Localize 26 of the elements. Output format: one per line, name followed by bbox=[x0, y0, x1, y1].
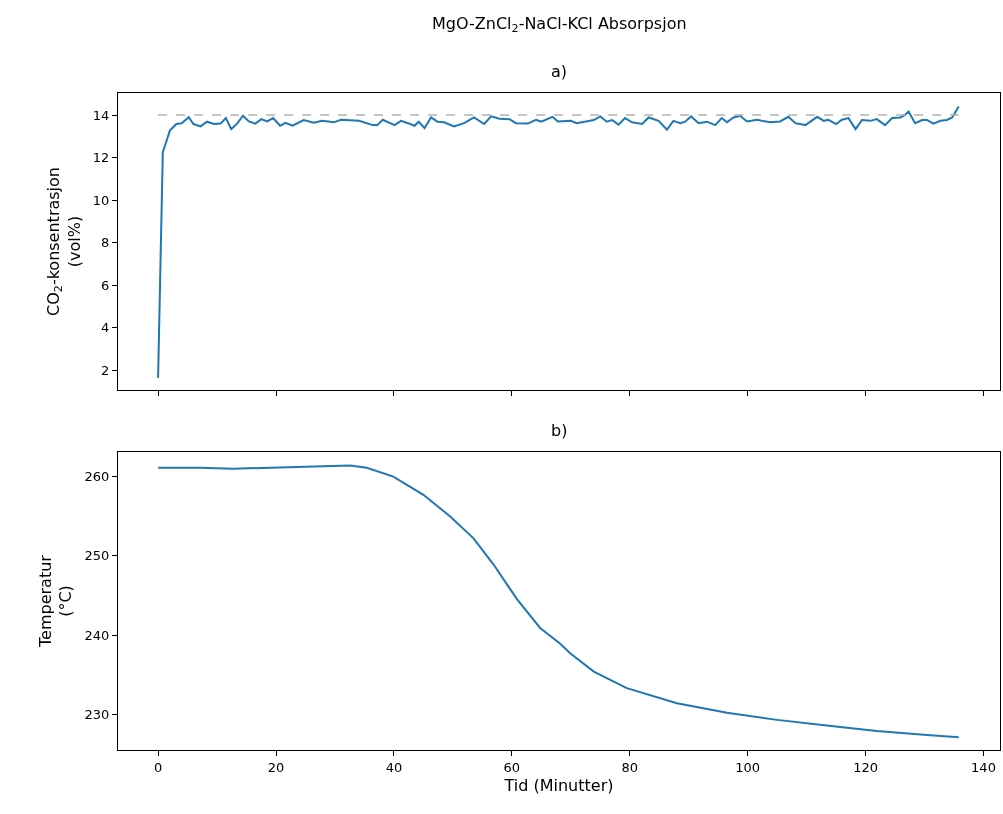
y-tick-label: 240 bbox=[84, 627, 110, 643]
x-tick-label: 140 bbox=[971, 759, 996, 775]
line-series bbox=[157, 105, 960, 379]
x-tick-label: 100 bbox=[735, 759, 761, 775]
chart-subtitle: a) bbox=[551, 62, 568, 81]
y-tick-label: 6 bbox=[101, 277, 110, 293]
x-tick-label: 40 bbox=[385, 759, 403, 775]
x-tick-label: 120 bbox=[853, 759, 878, 775]
y-tick-label: 2 bbox=[101, 362, 110, 378]
y-tick-label: 4 bbox=[101, 320, 110, 336]
y-axis-title: Temperatur (°C) bbox=[35, 554, 76, 648]
y-tick-label: 260 bbox=[84, 469, 110, 485]
y-tick-label: 230 bbox=[84, 706, 110, 722]
y-tick-label: 14 bbox=[92, 107, 110, 123]
x-tick-label: 20 bbox=[267, 759, 285, 775]
chart-title: b) bbox=[551, 421, 568, 440]
line-series bbox=[157, 464, 960, 739]
x-tick-label: 0 bbox=[153, 759, 163, 775]
x-tick-label: 80 bbox=[621, 759, 639, 775]
chart-title: MgO-ZnCl$_{2}$-NaCl-KCl Absorpsjon bbox=[432, 14, 687, 36]
y-tick-label: 8 bbox=[101, 235, 110, 251]
y-tick-label: 250 bbox=[84, 548, 110, 564]
x-axis-title: Tid (Minutter) bbox=[503, 776, 614, 796]
y-tick-label: 10 bbox=[92, 192, 110, 208]
x-tick-label: 60 bbox=[503, 759, 521, 775]
y-tick-label: 12 bbox=[92, 150, 110, 166]
